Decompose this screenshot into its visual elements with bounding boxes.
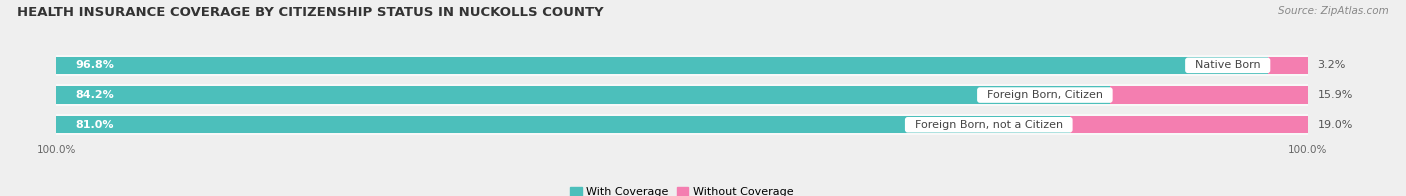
Bar bbox=[56, 86, 1109, 104]
Bar bbox=[56, 55, 1308, 76]
Text: HEALTH INSURANCE COVERAGE BY CITIZENSHIP STATUS IN NUCKOLLS COUNTY: HEALTH INSURANCE COVERAGE BY CITIZENSHIP… bbox=[17, 6, 603, 19]
Text: 96.8%: 96.8% bbox=[75, 60, 114, 70]
Text: Foreign Born, not a Citizen: Foreign Born, not a Citizen bbox=[908, 120, 1070, 130]
Text: 19.0%: 19.0% bbox=[1317, 120, 1353, 130]
Text: Native Born: Native Born bbox=[1188, 60, 1268, 70]
Text: 15.9%: 15.9% bbox=[1317, 90, 1353, 100]
Text: Foreign Born, Citizen: Foreign Born, Citizen bbox=[980, 90, 1109, 100]
Bar bbox=[1109, 86, 1309, 104]
Bar bbox=[1070, 116, 1308, 133]
Bar bbox=[56, 114, 1308, 135]
Bar bbox=[56, 116, 1070, 133]
Text: 3.2%: 3.2% bbox=[1317, 60, 1346, 70]
Text: 81.0%: 81.0% bbox=[75, 120, 114, 130]
Bar bbox=[56, 57, 1268, 74]
Bar bbox=[56, 84, 1308, 106]
Bar bbox=[1268, 57, 1308, 74]
Legend: With Coverage, Without Coverage: With Coverage, Without Coverage bbox=[567, 183, 797, 196]
Text: Source: ZipAtlas.com: Source: ZipAtlas.com bbox=[1278, 6, 1389, 16]
Text: 84.2%: 84.2% bbox=[75, 90, 114, 100]
